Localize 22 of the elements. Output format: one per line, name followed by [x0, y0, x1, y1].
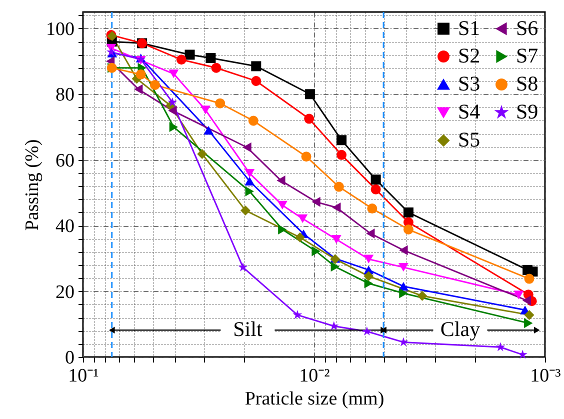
legend-label: S4: [458, 100, 481, 124]
annotation: Silt: [233, 317, 262, 342]
y-tick-label: 80: [56, 84, 74, 106]
legend-label: S8: [516, 72, 538, 96]
legend-label: S5: [458, 128, 480, 152]
legend-label: S6: [516, 16, 538, 40]
annotation: Clay: [440, 317, 481, 342]
legend-label: S7: [516, 44, 538, 68]
y-tick-label: 100: [46, 18, 74, 40]
legend-label: S9: [516, 100, 538, 124]
y-axis-title: Passing (%): [22, 139, 43, 231]
y-tick-label: 40: [56, 216, 74, 238]
y-tick-label: 60: [56, 150, 74, 172]
x-axis-title: Praticle size (mm): [244, 388, 384, 410]
x-tick-label: 10⁻²: [299, 366, 330, 386]
x-tick-label: 10⁻³: [530, 366, 562, 386]
legend-label: S1: [458, 16, 480, 40]
legend-label: S3: [458, 72, 480, 96]
y-tick-label: 0: [65, 348, 74, 368]
legend-label: S2: [458, 44, 480, 68]
x-tick-label: 10⁻¹: [68, 366, 100, 386]
y-tick-label: 20: [56, 282, 74, 303]
